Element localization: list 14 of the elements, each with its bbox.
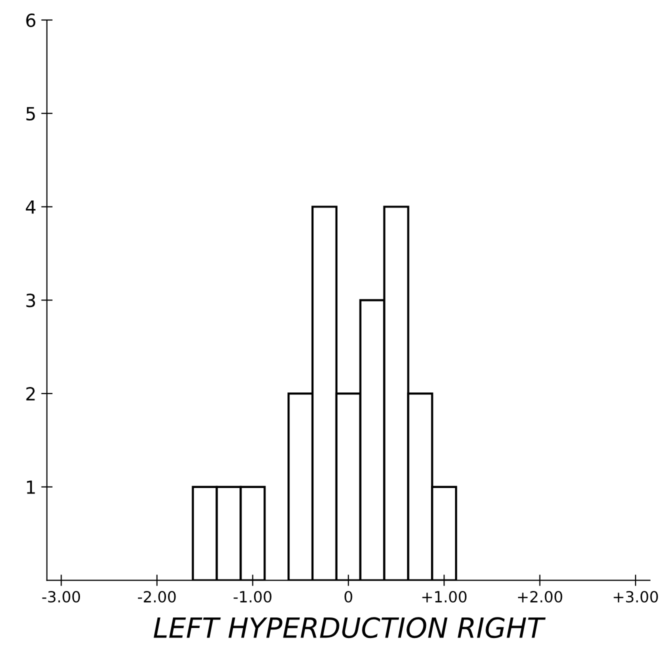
y-tick-label: 1 (26, 480, 35, 494)
y-tick-label: 4 (26, 200, 36, 214)
y-tick-label: 3 (26, 294, 36, 308)
x-tick-label: +3.00 (614, 590, 658, 603)
y-tick-label: 2 (26, 386, 35, 400)
x-tick-label: -1.00 (234, 590, 272, 603)
y-tick-label: 6 (26, 13, 36, 28)
x-axis-title: LEFT HYPERDUCTION RIGHT (154, 617, 546, 638)
x-tick-label: +1.00 (422, 590, 467, 603)
y-tick-label: 5 (26, 107, 35, 121)
x-tick-label: 0 (344, 590, 352, 603)
x-tick-label: -2.00 (138, 590, 176, 603)
x-tick-label: +2.00 (518, 590, 562, 603)
x-tick-label: -3.00 (42, 590, 80, 603)
